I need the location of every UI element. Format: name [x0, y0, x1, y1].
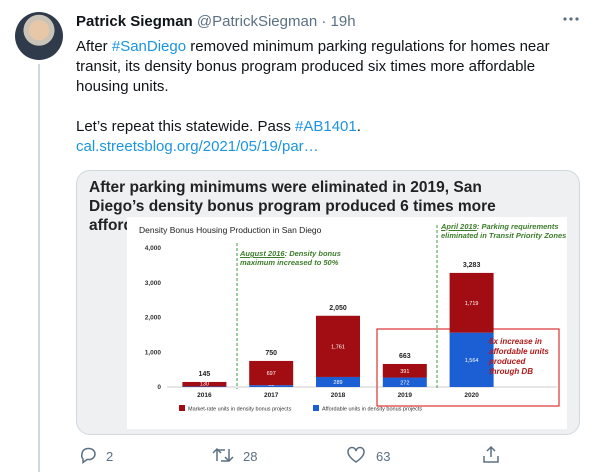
- text: After: [76, 38, 112, 55]
- author-name[interactable]: Patrick Siegman: [76, 13, 193, 30]
- value-label: 1,719: [465, 301, 479, 307]
- link[interactable]: cal.streetsblog.org/2021/05/19/par…: [76, 138, 319, 155]
- annotation: April 2019: Parking requirements elimina…: [441, 222, 571, 240]
- retweet-count: 28: [243, 449, 258, 464]
- x-tick-label: 2016: [197, 392, 212, 399]
- annotation: 6x increase in affordable units produced…: [489, 337, 549, 376]
- paragraph: After #SanDiego removed minimum parking …: [76, 37, 576, 97]
- hashtag[interactable]: #SanDiego: [111, 38, 187, 55]
- share-button[interactable]: [482, 445, 500, 464]
- x-tick-label: 2018: [331, 392, 346, 399]
- annotation-text: : Density bonus maximum increased to 50%: [240, 249, 341, 267]
- annotation-text: : Parking requirements eliminated in Tra…: [441, 222, 567, 240]
- bar-segment: [249, 385, 294, 387]
- more-button[interactable]: [562, 14, 580, 24]
- like-count: 63: [376, 449, 391, 464]
- media-card[interactable]: After parking minimums were eliminated i…: [76, 170, 580, 435]
- bar-segment: [382, 363, 427, 378]
- bar-segment: [316, 376, 360, 387]
- x-tick-label: 2020: [464, 392, 479, 399]
- chart: Density Bonus Housing Production in San …: [127, 217, 567, 429]
- total-label: 145: [199, 371, 211, 378]
- text: .: [356, 118, 361, 135]
- y-tick-label: 3,000: [145, 280, 162, 287]
- total-label: 663: [399, 353, 411, 360]
- annotation: August 2016: Density bonus maximum incre…: [240, 249, 352, 267]
- separator: ·: [317, 13, 331, 30]
- avatar[interactable]: [15, 12, 63, 60]
- bar-segment: [382, 377, 427, 387]
- reply-count: 2: [106, 449, 114, 464]
- bar-segment: [182, 386, 227, 387]
- paragraph: Let’s repeat this statewide. Pass #AB140…: [76, 117, 576, 137]
- value-label: 1,564: [465, 358, 479, 364]
- bar-segment: [249, 360, 294, 386]
- legend-swatch: [313, 405, 319, 411]
- total-label: 750: [265, 350, 277, 357]
- handle[interactable]: @PatrickSiegman: [196, 13, 318, 30]
- tweet-header: Patrick Siegman @PatrickSiegman · 19h: [76, 13, 356, 30]
- bar-segment: [449, 272, 494, 333]
- hashtag[interactable]: #AB1401: [295, 118, 357, 135]
- x-tick-label: 2017: [264, 392, 279, 399]
- value-label: 289: [333, 380, 342, 386]
- x-tick-label: 2019: [398, 392, 413, 399]
- like-button[interactable]: [346, 446, 366, 464]
- timestamp[interactable]: 19h: [330, 13, 356, 30]
- annotation-date: April 2019: [441, 222, 477, 231]
- y-tick-label: 4,000: [145, 245, 162, 252]
- legend-label: Affordable units in density bonus projec…: [322, 407, 422, 413]
- chart-subtitle: Density Bonus Housing Production in San …: [139, 225, 322, 235]
- value-label: 130: [200, 381, 209, 387]
- value-label: 272: [400, 380, 409, 386]
- annotation-date: August 2016: [240, 249, 285, 258]
- value-label: 1,761: [331, 344, 345, 350]
- value-label: 391: [400, 369, 409, 375]
- bar-segment: [182, 381, 227, 387]
- legend-swatch: [179, 405, 185, 411]
- bar-segment: [316, 315, 360, 377]
- text: removed minimum parking regulations for …: [76, 38, 550, 95]
- thread-line: [38, 64, 40, 472]
- y-tick-label: 2,000: [145, 315, 162, 322]
- value-label: 697: [267, 371, 276, 377]
- retweet-button[interactable]: [212, 446, 234, 464]
- y-tick-label: 1,000: [145, 349, 162, 356]
- reply-button[interactable]: [79, 446, 97, 464]
- text: Let’s repeat this statewide. Pass: [76, 118, 296, 135]
- action-bar: 2 28 63: [0, 444, 598, 468]
- tweet-text: After #SanDiego removed minimum parking …: [76, 37, 576, 157]
- total-label: 3,283: [463, 262, 481, 269]
- total-label: 2,050: [329, 305, 347, 312]
- legend-label: Market-rate units in density bonus proje…: [188, 407, 292, 413]
- y-tick-label: 0: [157, 384, 161, 391]
- bar-segment: [449, 332, 494, 387]
